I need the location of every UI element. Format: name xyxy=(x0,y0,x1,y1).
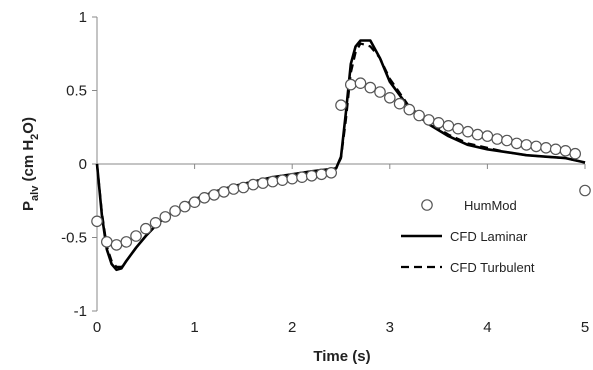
data-point-hummod xyxy=(335,99,347,111)
data-point-hummod xyxy=(101,236,113,248)
data-point-hummod xyxy=(501,134,513,147)
y-tick-label: 1 xyxy=(79,9,87,26)
y-tick-label: -1 xyxy=(74,303,87,320)
data-point-hummod xyxy=(179,200,191,213)
data-point-hummod xyxy=(559,145,572,157)
data-point-hummod xyxy=(218,186,230,198)
x-tick-label: 4 xyxy=(483,319,491,336)
y-tick-label: 0 xyxy=(79,156,87,173)
data-point-hummod xyxy=(286,172,298,185)
data-point-hummod xyxy=(442,120,455,132)
data-point-hummod xyxy=(383,92,396,104)
data-point-hummod xyxy=(91,215,103,228)
data-point-hummod xyxy=(364,81,377,94)
data-point-hummod xyxy=(120,236,133,248)
data-point-hummod xyxy=(422,114,435,126)
data-point-hummod xyxy=(374,86,386,98)
data-point-hummod xyxy=(266,175,279,188)
data-point-hummod xyxy=(530,140,542,153)
data-point-hummod xyxy=(393,97,406,110)
data-point-hummod xyxy=(247,178,259,191)
legend-marker-hummod xyxy=(421,199,433,211)
data-point-hummod xyxy=(325,167,337,179)
data-point-hummod xyxy=(305,170,318,182)
legend-label-cfd-laminar: CFD Laminar xyxy=(450,229,528,244)
data-point-hummod xyxy=(149,217,162,229)
data-point-hummod xyxy=(579,184,591,197)
data-point-hummod xyxy=(198,192,211,204)
legend-label-hummod: HumMod xyxy=(464,198,517,213)
legend-item-cfd-laminar: CFD Laminar xyxy=(401,229,528,244)
legend-item-hummod: HumMod xyxy=(421,198,517,213)
data-point-hummod xyxy=(491,133,503,145)
chart-ticks: 1 0.5 0 -0.5 -1 0 1 2 3 4 5 xyxy=(61,9,589,336)
data-point-hummod xyxy=(510,137,523,150)
chart-legend: HumMod CFD Laminar CFD Turbulent xyxy=(401,198,535,275)
x-tick-label: 2 xyxy=(288,319,296,336)
data-point-hummod xyxy=(315,168,328,181)
data-point-hummod xyxy=(462,125,474,138)
x-tick-label: 5 xyxy=(581,319,589,336)
data-point-hummod xyxy=(471,128,484,141)
x-tick-label: 0 xyxy=(93,319,101,336)
y-tick-label: 0.5 xyxy=(66,83,87,100)
x-tick-label: 1 xyxy=(190,319,198,336)
data-point-hummod xyxy=(169,205,181,217)
legend-label-cfd-turbulent: CFD Turbulent xyxy=(450,260,535,275)
data-point-hummod xyxy=(540,142,552,154)
data-point-hummod xyxy=(257,177,269,189)
data-point-hummod xyxy=(227,183,240,195)
data-point-hummod xyxy=(296,171,308,183)
data-point-hummod xyxy=(354,77,367,89)
data-point-hummod xyxy=(208,189,220,201)
data-point-hummod xyxy=(140,222,152,235)
y-axis-title: Palv (cm H2O) xyxy=(20,117,41,211)
data-point-hummod xyxy=(276,174,289,186)
data-point-hummod xyxy=(403,103,416,116)
data-point-hummod xyxy=(130,230,142,242)
x-tick-label: 3 xyxy=(386,319,394,336)
legend-item-cfd-turbulent: CFD Turbulent xyxy=(401,260,535,275)
data-point-hummod xyxy=(344,78,357,91)
x-axis-title: Time (s) xyxy=(313,348,370,365)
data-point-hummod xyxy=(237,181,250,194)
data-point-hummod xyxy=(110,239,123,251)
data-point-hummod xyxy=(159,211,172,223)
data-point-hummod xyxy=(432,117,445,129)
chart-series xyxy=(91,39,591,272)
data-point-hummod xyxy=(520,139,533,151)
data-point-hummod xyxy=(481,130,494,142)
data-point-hummod xyxy=(549,143,562,156)
data-point-hummod xyxy=(452,122,464,135)
data-point-hummod xyxy=(569,147,581,160)
data-point-hummod xyxy=(188,196,201,208)
data-point-hummod xyxy=(413,109,425,122)
y-tick-label: -0.5 xyxy=(61,230,87,247)
